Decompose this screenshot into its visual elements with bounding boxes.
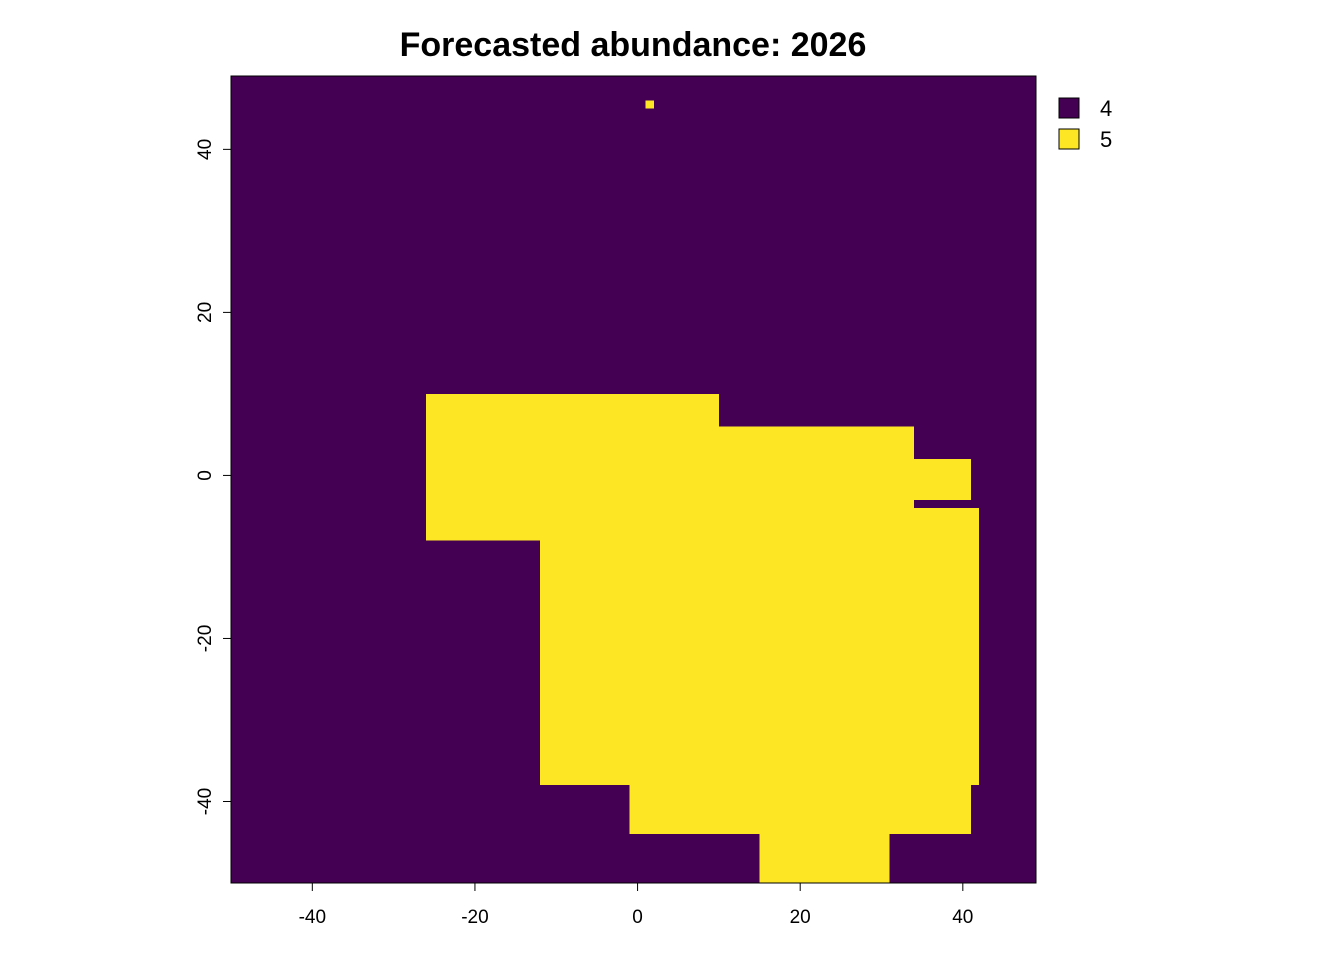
x-tick-label: -20 [461, 907, 488, 928]
legend: 45 [1058, 96, 1112, 152]
y-tick-label: 40 [195, 139, 216, 160]
x-tick-label: 0 [632, 907, 643, 928]
y-tick-label: -20 [195, 625, 216, 652]
x-tick-label: -40 [299, 907, 326, 928]
x-tick-label: 40 [952, 907, 973, 928]
legend-label: 5 [1100, 127, 1112, 152]
raster-cell-region [905, 459, 971, 500]
raster-cell-region [548, 695, 597, 745]
x-axis: -40 -20 0 20 40 [299, 883, 973, 928]
legend-swatch [1058, 128, 1080, 150]
y-axis: -40 -20 0 20 40 [195, 139, 231, 815]
legend-swatch [1058, 97, 1080, 119]
legend-label: 4 [1100, 96, 1112, 121]
raster-cell-region [629, 719, 971, 835]
y-tick-label: -40 [195, 788, 216, 815]
plot-area [230, 75, 1037, 884]
raster-cell-region [645, 100, 654, 109]
x-tick-label: 20 [790, 907, 811, 928]
raster-cell-region [759, 834, 890, 883]
chart-title: Forecasted abundance: 2026 [400, 26, 867, 64]
plot-frame [230, 75, 1037, 884]
y-tick-label: 0 [195, 470, 216, 481]
y-tick-label: 20 [195, 302, 216, 323]
raster-cells [426, 100, 980, 883]
raster-cell-region [718, 426, 915, 509]
